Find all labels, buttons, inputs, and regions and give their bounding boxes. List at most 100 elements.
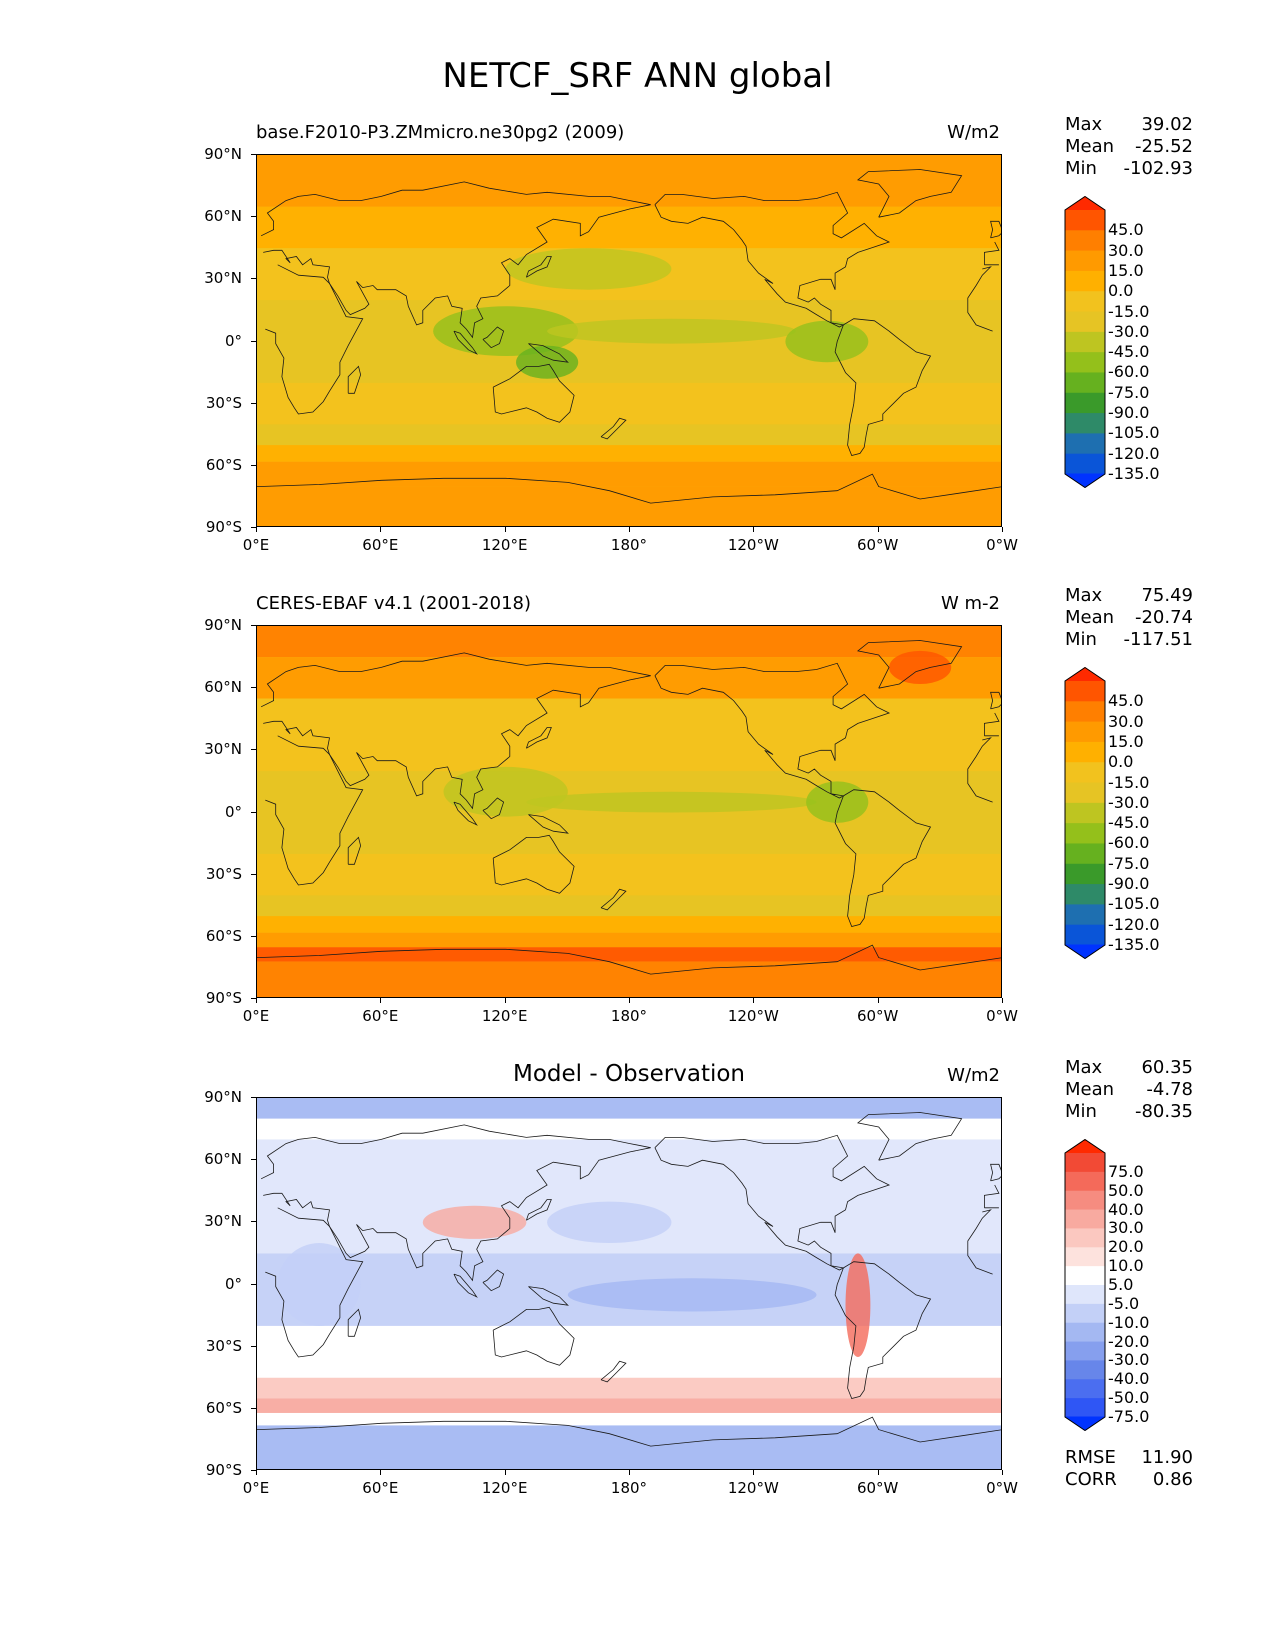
lat-tick-label: 30°N — [204, 269, 242, 288]
coastline-sumatra — [453, 801, 478, 826]
colorbar-segment — [1065, 1360, 1105, 1380]
colorbar-outline — [1064, 1139, 1106, 1431]
stat-row-max: Max 60.35 — [1065, 1057, 1193, 1079]
field-band — [257, 1412, 1001, 1426]
field-band — [257, 382, 1001, 425]
lon-tick-label: 120°E — [481, 1479, 528, 1497]
colorbar-tick-label: 30.0 — [1108, 240, 1144, 260]
stats-block: Max 39.02 Mean -25.52 Min -102.93 — [1065, 114, 1193, 180]
field-band — [257, 445, 1001, 462]
stat-label: Min — [1065, 158, 1097, 179]
lon-tick-mark — [753, 1470, 755, 1475]
lat-tick-label: 90°S — [205, 989, 242, 1007]
colorbar-tick-label: 0.0 — [1108, 752, 1134, 772]
field-band — [257, 698, 1001, 772]
field-band — [257, 895, 1001, 917]
colorbar-tick-label: 45.0 — [1108, 220, 1144, 240]
colorbar-tick-label: -105.0 — [1108, 423, 1160, 443]
stat-row-mean: Mean -4.78 — [1065, 1079, 1193, 1101]
lon-tick-label: 60°W — [856, 1479, 899, 1497]
coastline-antarctica — [257, 473, 1001, 504]
coastline-uk — [990, 220, 1001, 239]
coastline-uk — [990, 1163, 1001, 1182]
colorbar-segment — [1065, 741, 1105, 763]
lon-tick-label: 120°E — [481, 536, 528, 554]
colorbar-extend-max — [1065, 196, 1105, 211]
lon-tick-mark — [629, 1470, 630, 1475]
colorbar-segment — [1065, 1228, 1105, 1248]
field-band — [257, 424, 1001, 446]
lon-tick-label: 60°E — [362, 536, 399, 554]
coastline-japan — [526, 1199, 552, 1221]
lat-tick-mark — [251, 1345, 256, 1347]
stat-row-corr: CORR 0.86 — [1065, 1469, 1193, 1491]
panel-title: CERES-EBAF v4.1 (2001-2018) — [256, 593, 532, 614]
colorbar-tick-label: -135.0 — [1108, 464, 1160, 483]
colorbar-tick-label: -5.0 — [1108, 1293, 1140, 1313]
lon-tick-mark — [256, 527, 257, 532]
coastline-greenland — [856, 640, 963, 689]
figure-title: NETCF_SRF ANN global — [442, 56, 833, 96]
map-field — [257, 626, 1001, 997]
lon-tick-label: 180° — [610, 536, 648, 554]
lat-tick-mark — [251, 154, 256, 155]
lat-tick-label: 0° — [224, 331, 242, 350]
stat-label: RMSE — [1065, 1447, 1116, 1468]
field-band — [257, 853, 1001, 896]
colorbar-tick-label: -50.0 — [1108, 1388, 1150, 1408]
units-label: W/m2 — [947, 1065, 1000, 1086]
colorbar-tick-label: -75.0 — [1108, 1407, 1150, 1426]
lat-tick-label: 60°S — [205, 455, 242, 474]
field-band — [257, 1377, 1001, 1399]
lat-tick-mark — [251, 527, 256, 528]
colorbar-segment — [1065, 453, 1105, 475]
coastline-samerica — [834, 1261, 932, 1399]
colorbar-segment — [1065, 782, 1105, 804]
lat-tick-label: 30°N — [204, 1212, 242, 1231]
lon-tick-label: 0°E — [242, 536, 270, 554]
colorbar-tick-label: -75.0 — [1108, 853, 1150, 873]
colorbar-segment — [1065, 1379, 1105, 1399]
colorbar-segment — [1065, 392, 1105, 414]
colorbar-tick-label: 40.0 — [1108, 1199, 1144, 1219]
coastline-newzealand — [600, 888, 627, 911]
lat-tick-mark — [251, 1221, 256, 1223]
coastline-antarctica — [257, 944, 1001, 975]
coastline-newguinea — [528, 1286, 569, 1306]
colorbar-tick-label: -15.0 — [1108, 301, 1150, 321]
field-band — [257, 947, 1001, 962]
stat-label: Mean — [1065, 607, 1115, 628]
colorbar-segment — [1065, 250, 1105, 272]
stats-block: Max 75.49 Mean -20.74 Min -117.51 — [1065, 585, 1193, 651]
stat-value: -4.78 — [1146, 1079, 1193, 1100]
colorbar-tick-label: -60.0 — [1108, 362, 1150, 382]
coastline-sumatra — [453, 330, 478, 355]
coastline-namerica — [654, 191, 891, 328]
stat-row-mean: Mean -20.74 — [1065, 607, 1193, 629]
colorbar-segment — [1065, 762, 1105, 784]
colorbar-tick-label: -90.0 — [1108, 403, 1150, 423]
lon-tick-mark — [504, 998, 506, 1003]
field-anomaly — [526, 791, 817, 813]
colorbar-tick-label: -120.0 — [1108, 443, 1160, 463]
lon-tick-label: 0°E — [242, 1007, 270, 1025]
lon-tick-mark — [629, 527, 630, 532]
stat-value: 11.90 — [1141, 1447, 1193, 1468]
lat-tick-mark — [251, 1097, 256, 1098]
stat-row-max: Max 39.02 — [1065, 114, 1193, 136]
stat-row-min: Min -80.35 — [1065, 1101, 1193, 1123]
colorbar-extend-min — [1065, 1416, 1105, 1431]
colorbar-tick-label: -45.0 — [1108, 342, 1150, 362]
colorbar-segment — [1065, 701, 1105, 723]
error-stats-block: RMSE 11.90 CORR 0.86 — [1065, 1447, 1193, 1491]
lat-tick-label: 60°S — [205, 1398, 242, 1417]
field-band — [257, 626, 1001, 658]
colorbar-segment — [1065, 1303, 1105, 1324]
stat-row-min: Min -102.93 — [1065, 158, 1193, 180]
colorbar-tick-label: -20.0 — [1108, 1331, 1150, 1351]
field-band — [257, 1325, 1001, 1378]
colorbar-segment — [1065, 884, 1105, 905]
colorbar-extend-min — [1065, 944, 1105, 959]
lon-tick-label: 120°W — [727, 536, 779, 554]
lat-tick-label: 60°S — [205, 926, 242, 945]
